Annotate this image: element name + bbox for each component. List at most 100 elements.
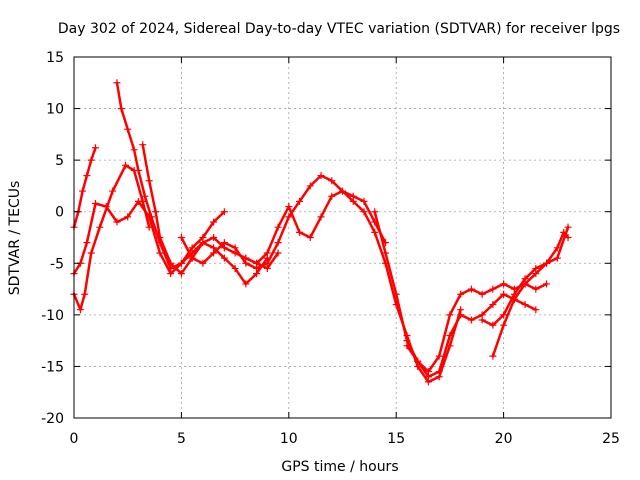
x-tick-label: 10 (280, 431, 298, 447)
x-tick-label: 5 (177, 431, 186, 447)
axis-ticks: 0 5 10 15 20 25 -20 -15 -10 -5 0 5 10 15 (41, 50, 620, 447)
data-point-marker (134, 166, 142, 174)
data-point-marker (564, 223, 572, 231)
data-point-marker (122, 161, 130, 169)
data-point-marker (83, 172, 91, 180)
data-point-marker (113, 79, 121, 87)
data-point-marker (152, 208, 160, 216)
data-point-marker (532, 264, 540, 272)
data-point-marker (220, 254, 228, 262)
data-point-marker (274, 249, 282, 257)
data-point-marker (210, 218, 218, 226)
data-point-marker (500, 311, 508, 319)
data-point-marker (91, 144, 99, 152)
data-point-marker (134, 197, 142, 205)
data-point-marker (167, 259, 175, 267)
chart-title: Day 302 of 2024, Sidereal Day-to-day VTE… (58, 21, 620, 37)
data-point-marker (489, 321, 497, 329)
data-point-marker (500, 290, 508, 298)
data-point-marker (285, 213, 293, 221)
data-point-marker (489, 285, 497, 293)
data-point-marker (489, 352, 497, 360)
data-point-marker (489, 301, 497, 309)
y-tick-label: -10 (41, 308, 64, 324)
data-point-marker (79, 187, 87, 195)
data-point-marker (457, 311, 465, 319)
y-axis-label: SDTVAR / TECUs (7, 181, 23, 296)
data-point-marker (317, 213, 325, 221)
data-point-marker (435, 368, 443, 376)
data-point-marker (141, 192, 149, 200)
data-point-marker (96, 223, 104, 231)
data-point-marker (177, 270, 185, 278)
data-point-marker (87, 156, 95, 164)
y-tick-label: 15 (46, 50, 64, 66)
x-tick-label: 20 (495, 431, 513, 447)
data-point-marker (328, 177, 336, 185)
data-point-marker (403, 342, 411, 350)
data-point-marker (296, 228, 304, 236)
data-point-marker (360, 208, 368, 216)
series-line (180, 174, 387, 270)
x-tick-label: 15 (387, 431, 405, 447)
data-point-marker (220, 239, 228, 247)
y-tick-label: -15 (41, 359, 64, 375)
data-point-marker (188, 254, 196, 262)
series-track-7 (242, 187, 465, 386)
series-line (373, 210, 538, 378)
y-tick-label: 0 (55, 205, 64, 221)
data-point-marker (139, 141, 147, 149)
data-point-marker (285, 203, 293, 211)
data-point-marker (349, 197, 357, 205)
x-tick-label: 0 (70, 431, 79, 447)
data-point-marker (392, 290, 400, 298)
data-point-marker (102, 203, 110, 211)
data-point-marker (91, 199, 99, 207)
series-track-1 (70, 144, 99, 231)
series-line (141, 143, 280, 275)
series-track-2 (70, 161, 153, 314)
data-point-marker (328, 192, 336, 200)
data-point-marker (83, 239, 91, 247)
data-point-marker (510, 290, 518, 298)
data-point-marker (543, 280, 551, 288)
data-point-marker (306, 234, 314, 241)
data-point-marker (457, 290, 465, 298)
data-point-marker (371, 208, 379, 216)
data-point-marker (231, 264, 239, 272)
data-point-marker (317, 172, 325, 180)
data-point-marker (424, 368, 432, 376)
data-point-marker (81, 290, 89, 298)
data-point-marker (130, 146, 138, 154)
data-point-marker (381, 249, 389, 257)
data-point-marker (500, 280, 508, 288)
data-point-marker (521, 275, 529, 283)
series-line (72, 164, 151, 311)
data-point-marker (414, 357, 422, 365)
y-tick-label: 10 (46, 102, 64, 118)
data-point-marker (145, 177, 153, 185)
data-point-marker (446, 311, 454, 319)
data-point-marker (296, 197, 304, 205)
x-tick-label: 25 (602, 431, 620, 447)
series-line (244, 189, 462, 384)
data-point-marker (263, 259, 271, 267)
series-line (72, 146, 97, 229)
series-line (405, 282, 548, 373)
data-point-marker (177, 234, 185, 241)
data-point-marker (532, 306, 540, 314)
data-point-marker (156, 249, 164, 257)
data-point-marker (306, 182, 314, 190)
series-track-9 (403, 280, 551, 376)
data-point-marker (210, 234, 218, 241)
data-point-marker (274, 239, 282, 247)
series-track-6 (177, 172, 389, 272)
y-tick-label: -5 (50, 256, 64, 272)
data-point-marker (220, 208, 228, 216)
data-point-marker (199, 239, 207, 247)
data-point-marker (478, 316, 486, 324)
data-point-marker (156, 234, 164, 241)
plot-frame (73, 56, 612, 419)
data-point-marker (478, 290, 486, 298)
data-point-marker (113, 218, 121, 226)
